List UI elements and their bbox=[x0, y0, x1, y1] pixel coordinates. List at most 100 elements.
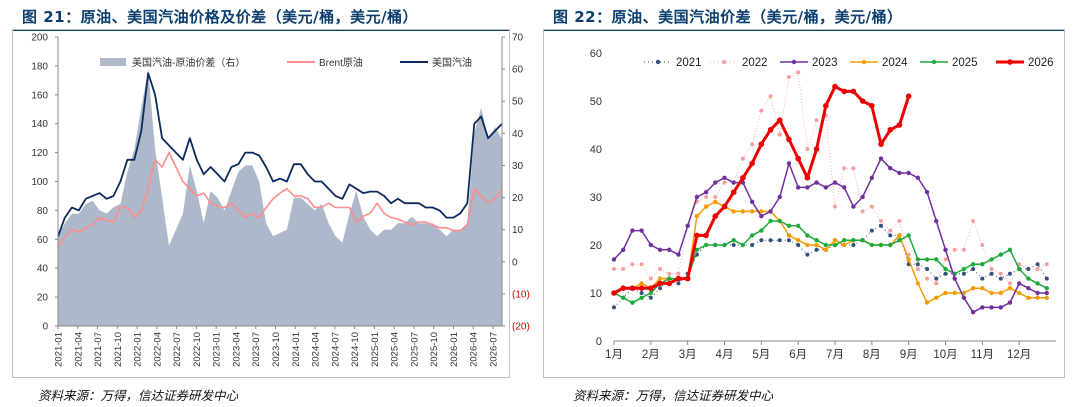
series-2026-point bbox=[822, 103, 829, 109]
series-2024-point bbox=[639, 281, 644, 286]
series-2021-point bbox=[1044, 276, 1049, 281]
series-2026-point bbox=[611, 290, 617, 296]
series-2024-point bbox=[795, 238, 801, 243]
right-source-note: 资料来源：万得，信达证券研发中心 bbox=[573, 388, 774, 403]
series-2022-point bbox=[777, 132, 782, 137]
series-2023-point bbox=[998, 305, 1003, 310]
series-2026-point bbox=[694, 232, 700, 239]
series-2025-point bbox=[906, 233, 911, 238]
series-2021-point bbox=[786, 238, 791, 243]
series-2022-point bbox=[1007, 281, 1012, 286]
right-y-tick-label: 70 bbox=[512, 33, 524, 44]
series-2021-point bbox=[961, 271, 966, 276]
series-2025-point bbox=[934, 257, 939, 262]
series-2023-point bbox=[1007, 300, 1013, 305]
series-2024-point bbox=[1035, 295, 1040, 300]
series-2021-point bbox=[612, 305, 616, 310]
series-2023-point bbox=[851, 204, 856, 209]
legend-us-gasoline-label: 美国汽油 bbox=[432, 56, 472, 69]
series-2021-point bbox=[639, 291, 644, 295]
x-tick-label: 9月 bbox=[900, 349, 918, 361]
legend-2026-label: 2026 bbox=[1028, 57, 1054, 69]
series-2025-point bbox=[667, 276, 672, 281]
series-2022-point bbox=[851, 166, 856, 171]
left-chart-frame bbox=[12, 29, 510, 378]
series-2025-point bbox=[869, 242, 875, 248]
series-2026-point bbox=[666, 280, 673, 287]
series-2023-point bbox=[759, 214, 764, 219]
series-2021-line bbox=[613, 225, 1048, 308]
series-2021-point bbox=[768, 238, 773, 243]
left-y-tick-label: 80 bbox=[37, 206, 49, 217]
x-tick-label: 2022-10 bbox=[192, 332, 203, 367]
series-2026-point bbox=[813, 146, 820, 152]
left-y-tick-label: 180 bbox=[31, 61, 48, 72]
series-2023-point bbox=[749, 199, 755, 204]
series-2022-point bbox=[786, 75, 791, 79]
series-2023-point bbox=[943, 247, 948, 252]
series-2023-point bbox=[685, 223, 690, 228]
x-tick-label: 11月 bbox=[971, 349, 994, 361]
series-2026-point bbox=[786, 136, 792, 143]
series-2026-point bbox=[887, 127, 894, 133]
series-2025-point bbox=[961, 266, 967, 272]
right-y-tick-label: 0 bbox=[512, 257, 518, 268]
x-tick-label: 2021-01 bbox=[54, 332, 65, 367]
x-tick-label: 1月 bbox=[605, 349, 623, 361]
series-2023-point bbox=[952, 276, 957, 281]
series-2022-point bbox=[833, 204, 837, 209]
series-2023-point bbox=[676, 252, 681, 257]
series-2023-point bbox=[915, 175, 921, 180]
series-2022-point bbox=[980, 243, 985, 247]
legend-2025-marker bbox=[931, 59, 937, 65]
series-2024-point bbox=[943, 290, 948, 296]
left-y-tick-label: 120 bbox=[31, 148, 48, 159]
x-tick-label: 4月 bbox=[716, 349, 734, 361]
right-y-tick-label: 20 bbox=[512, 193, 524, 204]
series-2023-point bbox=[768, 209, 773, 214]
series-2022-point bbox=[658, 267, 663, 271]
series-2024-point bbox=[842, 242, 847, 248]
series-2023-point bbox=[860, 194, 865, 200]
series-2025-point bbox=[814, 238, 819, 243]
series-2023-point bbox=[694, 194, 700, 200]
left-y-tick-label: 40 bbox=[37, 264, 49, 275]
series-2024-point bbox=[713, 199, 718, 204]
x-tick-label: 8月 bbox=[863, 349, 881, 361]
series-2023-point bbox=[657, 247, 663, 252]
series-2024-point bbox=[1016, 290, 1022, 296]
x-tick-label: 2024-01 bbox=[291, 332, 302, 367]
series-2025-point bbox=[1035, 281, 1040, 286]
series-2022-point bbox=[869, 204, 874, 209]
x-tick-label: 2023-01 bbox=[212, 332, 223, 367]
series-2025-point bbox=[639, 295, 644, 300]
series-2026-point bbox=[730, 189, 737, 195]
series-2023-point bbox=[832, 180, 838, 185]
series-2025-point bbox=[1026, 276, 1031, 281]
series-2023-point bbox=[648, 242, 654, 248]
series-2021-point bbox=[1007, 271, 1012, 276]
series-2021-point bbox=[648, 295, 653, 300]
series-2026-line bbox=[613, 85, 911, 295]
series-2024-point bbox=[915, 281, 921, 286]
series-2024-point bbox=[924, 300, 930, 305]
series-2026-point bbox=[712, 213, 719, 219]
series-2023-point bbox=[869, 175, 875, 180]
series-2021-point bbox=[851, 243, 856, 247]
right-y-tick-label: (10) bbox=[512, 289, 530, 300]
series-2026-point bbox=[832, 83, 838, 90]
series-2021-point bbox=[1026, 267, 1031, 271]
series-2023-point bbox=[639, 228, 644, 233]
series-2025-point bbox=[924, 257, 930, 262]
series-2022-point bbox=[915, 267, 920, 271]
series-2022-point bbox=[796, 70, 801, 75]
legend-2024-marker bbox=[861, 59, 867, 65]
series-2023-point bbox=[888, 166, 893, 171]
x-tick-label: 2026-07 bbox=[489, 332, 500, 367]
left-y-tick-label: 200 bbox=[31, 33, 48, 44]
series-2023-point bbox=[795, 185, 801, 190]
series-2022-point bbox=[713, 195, 718, 199]
series-2021-point bbox=[943, 271, 948, 276]
series-2024-point bbox=[823, 247, 828, 252]
